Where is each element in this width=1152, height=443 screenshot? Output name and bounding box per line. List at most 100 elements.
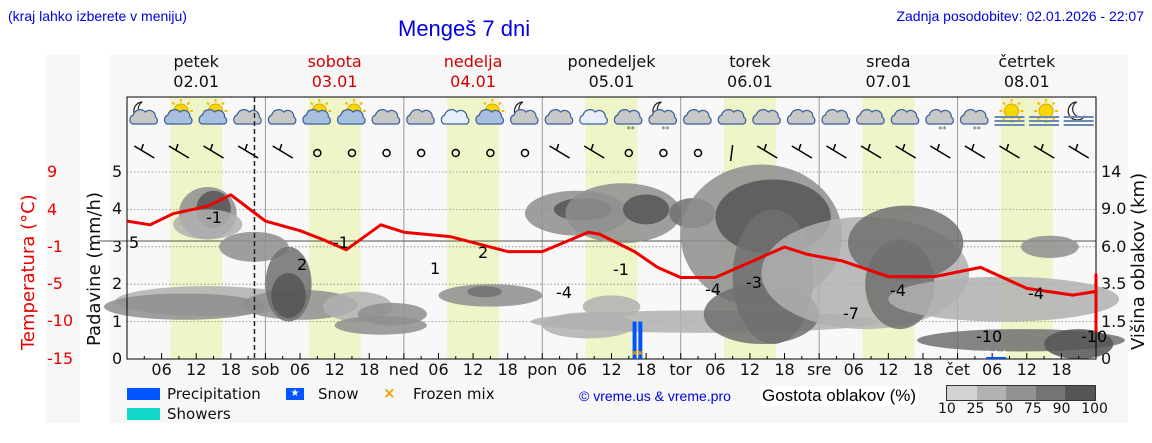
density-swatch	[976, 386, 1007, 400]
x-tick: 06	[428, 360, 449, 379]
cloud-density-scale	[946, 385, 1096, 401]
day-name: sreda	[866, 52, 911, 71]
day-name: petek	[173, 52, 219, 71]
cloud-icon	[890, 109, 920, 125]
wind-barb-icon	[1068, 143, 1090, 159]
cloud-blue-icon	[579, 109, 608, 125]
cloud-blue-icon	[440, 109, 470, 125]
x-tick: sob	[251, 360, 280, 379]
region-hint[interactable]: (kraj lahko izberete v meniju)	[8, 8, 187, 24]
density-swatch	[1006, 386, 1036, 400]
cloud-icon	[717, 109, 747, 125]
day-label-08.01: četrtek 08.01	[958, 52, 1096, 92]
legend-snow: Snow	[318, 385, 359, 403]
x-tick: 06	[289, 360, 311, 379]
moon-fog-icon	[1063, 101, 1094, 126]
showers-swatch	[127, 408, 160, 420]
precipitation-bars: ×× ★★★	[630, 321, 1008, 359]
precip-tick: 2	[112, 274, 123, 294]
cloud-snow-icon: **	[925, 109, 954, 134]
wind-barb-icon	[583, 143, 605, 159]
cloud-icon	[544, 109, 574, 125]
x-tick: ned	[388, 360, 419, 379]
temperature-line	[126, 193, 1098, 333]
legend-precipitation: Precipitation	[167, 385, 261, 403]
wind-barb-icon	[451, 148, 461, 158]
svg-text:-1: -1	[613, 260, 629, 279]
x-tick: sre	[806, 360, 832, 379]
cloud-height-tick: 9.0	[1101, 199, 1127, 219]
svg-text:-4: -4	[705, 280, 721, 299]
cloud-icon	[821, 109, 851, 125]
cloud-density-area	[103, 164, 1125, 360]
cloud-icon	[683, 109, 712, 125]
temp-tick: -15	[47, 349, 74, 368]
wind-barb-icon	[313, 148, 322, 158]
cloud-height-tick: 14	[1101, 162, 1122, 181]
wind-barb-icon	[895, 143, 917, 159]
sun-fog-icon	[1029, 99, 1060, 126]
frozen-mix-x-icon: ×	[383, 384, 396, 402]
moon-cloud-icon	[129, 101, 158, 125]
wind-barb-icon	[486, 148, 495, 158]
sun-cloud-icon	[302, 99, 332, 125]
svg-text:2: 2	[478, 243, 488, 262]
day-name: torek	[729, 52, 771, 71]
day-label-03.01: sobota 03.01	[266, 52, 404, 92]
x-tick: 18	[359, 360, 380, 379]
wind-barb-icon	[168, 143, 190, 159]
wind-barb-icon	[826, 143, 847, 159]
precip-tick: 0	[112, 349, 123, 368]
day-date: 07.01	[865, 72, 912, 91]
svg-text:-7: -7	[843, 304, 859, 323]
wind-barb-icon	[756, 143, 778, 159]
x-tick: 12	[878, 360, 899, 379]
cloud-icon	[406, 109, 435, 125]
wind-barb-icon	[133, 143, 155, 159]
svg-text:-4: -4	[556, 283, 572, 302]
x-tick: 12	[1016, 360, 1037, 379]
page-title: Mengeš 7 dni	[398, 16, 531, 41]
x-tick: čet	[945, 360, 971, 379]
wind-barb-icon	[964, 143, 986, 159]
day-name: ponedeljek	[567, 52, 656, 71]
wind-barb-icon	[860, 143, 882, 159]
svg-text:★★★: ★★★	[984, 349, 1008, 359]
last-update: Zadnja posodobitev: 02.01.2026 - 22:07	[896, 8, 1144, 24]
day-name: sobota	[307, 52, 362, 71]
svg-text:-3: -3	[746, 273, 762, 292]
day-date: 02.01	[173, 72, 220, 91]
legend-showers: Showers	[167, 405, 231, 423]
cloud-icon	[371, 109, 401, 125]
moon-cloud-snow-icon: **	[648, 101, 678, 134]
x-tick: 12	[601, 360, 622, 379]
temp-tick: 4	[47, 200, 58, 219]
temperature-labels: 2 5 -1 2 -1 1 -4 -1 -4 -3 -7 -4 -10 -4 -10	[129, 208, 1107, 346]
density-tick: 50	[995, 401, 1014, 417]
x-tick: 18	[912, 360, 934, 379]
x-tick: 12	[324, 360, 345, 379]
x-tick: 06	[151, 360, 172, 379]
day-label-06.01: torek 06.01	[681, 52, 819, 92]
wind-barb-icon	[1033, 143, 1055, 159]
precip-tick: 3	[112, 236, 123, 256]
wind-barb-icon	[549, 143, 570, 159]
cloud-snow-icon: **	[613, 109, 643, 134]
precip-tick: 4	[112, 199, 123, 219]
x-tick: 06	[843, 360, 864, 379]
wind-barb-icon	[693, 148, 703, 158]
x-tick: 18	[774, 360, 795, 379]
day-name: četrtek	[998, 52, 1056, 71]
wind-barb-icon	[999, 143, 1020, 159]
svg-text:-4: -4	[1028, 284, 1044, 303]
density-swatch	[947, 386, 977, 400]
temp-tick: 9	[47, 162, 58, 181]
svg-text:**: **	[627, 125, 635, 134]
precip-tick: 5	[112, 162, 123, 181]
temp-axis-panel	[46, 55, 80, 423]
x-tick: 06	[705, 360, 726, 379]
wind-barb-icon	[272, 143, 294, 159]
wind-barb-icon	[347, 148, 357, 158]
density-tick: 25	[966, 401, 985, 417]
credit-link[interactable]: © vreme.us & vreme.pro	[579, 388, 731, 404]
